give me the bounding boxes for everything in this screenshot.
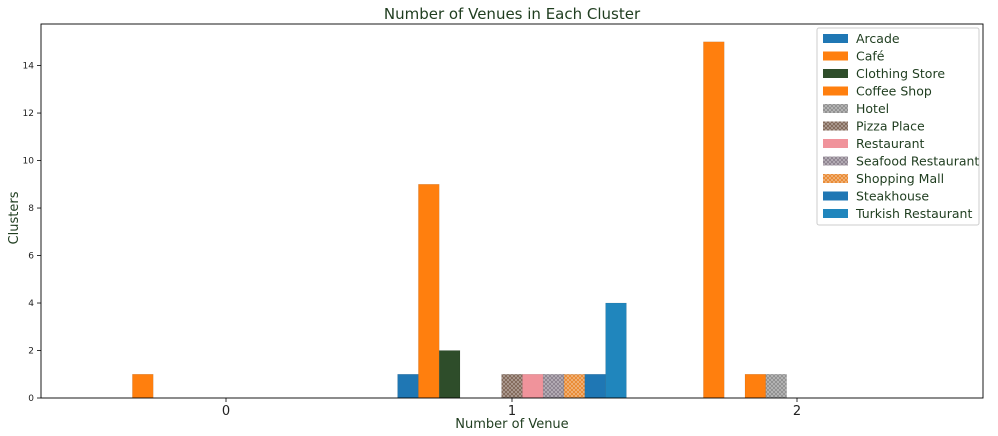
y-tick-label: 0 [28,394,34,404]
legend-swatch [823,34,848,43]
bar-shopping-mall-cluster-1 [563,374,586,399]
legend-swatch [823,51,848,61]
bar-steakhouse-cluster-1 [584,374,606,399]
legend-label: Coffee Shop [856,84,932,99]
bar-hotel-cluster-2 [765,374,787,399]
bar-restaurant-cluster-1 [522,374,544,399]
x-tick-label: 0 [222,404,230,419]
bar-turkish-restaurant-cluster-1 [605,302,627,399]
bars-layer [132,41,787,399]
legend-swatch [823,156,848,166]
legend-label: Hotel [856,101,889,116]
bar-caf--cluster-0 [132,374,154,399]
legend-swatch [823,86,848,96]
x-axis-label: Number of Venue [455,417,568,432]
bar-seafood-restaurant-cluster-1 [542,374,565,399]
y-tick-label: 12 [23,109,34,119]
bar-clothing-store-cluster-1 [438,350,461,399]
y-tick-label: 2 [28,347,34,357]
legend-label: Seafood Restaurant [856,154,979,169]
bar-caf--cluster-1 [418,184,440,399]
legend-swatch [823,209,848,218]
legend-label: Clothing Store [856,66,945,81]
x-tick-label: 1 [508,404,516,419]
legend-swatch [823,139,848,148]
y-tick-label: 4 [28,299,34,309]
bar-pizza-place-cluster-1 [501,374,523,399]
bar-coffee-shop-cluster-2 [744,374,767,399]
y-tick-label: 10 [23,157,35,167]
x-axis-ticks: 0 1 2 [222,398,801,419]
legend-swatch [823,69,848,78]
y-tick-label: 14 [23,62,35,72]
bar-caf--cluster-2 [703,41,725,399]
legend-swatch [823,191,848,201]
legend-swatch [823,104,848,113]
legend: Arcade Café Clothing Store Coffee Shop Hotel… [816,27,980,226]
legend-label: Turkish Restaurant [855,206,972,221]
y-tick-label: 8 [28,204,34,214]
y-axis-label: Clusters [7,191,22,244]
legend-label: Arcade [856,31,900,46]
x-tick-label: 2 [793,404,801,419]
legend-label: Restaurant [856,136,925,151]
bar-arcade-cluster-1 [397,374,419,399]
legend-label: Pizza Place [856,119,925,134]
chart-title: Number of Venues in Each Cluster [384,5,641,23]
legend-label: Shopping Mall [856,171,944,186]
legend-label: Steakhouse [856,189,929,204]
legend-swatch [823,174,848,183]
legend-label: Café [856,49,885,64]
legend-box [816,27,980,226]
y-axis-ticks: 0 2 4 6 8 10 12 14 [23,62,41,404]
legend-swatch [823,121,848,131]
y-tick-label: 6 [28,252,34,262]
